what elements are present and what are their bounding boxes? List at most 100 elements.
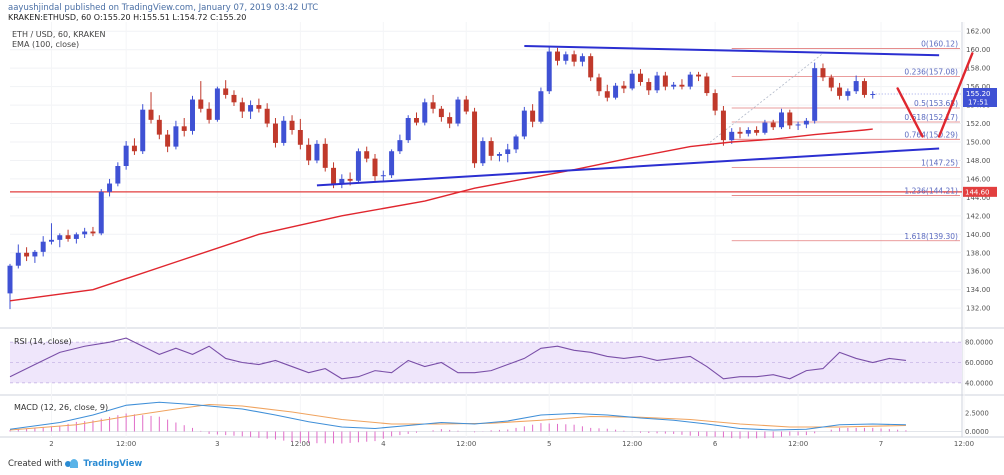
candle bbox=[248, 105, 254, 112]
candle bbox=[272, 123, 278, 143]
ema-legend: EMA (100, close) bbox=[12, 40, 80, 49]
candle bbox=[745, 130, 751, 134]
candle bbox=[496, 154, 502, 156]
candle bbox=[662, 75, 668, 87]
candle bbox=[148, 109, 154, 120]
price-tick-label: 138.00 bbox=[966, 249, 991, 257]
chart-title: ETH / USD, 60, KRAKEN bbox=[12, 30, 106, 39]
candle bbox=[73, 234, 79, 239]
price-tick-label: 148.00 bbox=[966, 157, 991, 165]
candle bbox=[364, 151, 370, 159]
candle bbox=[463, 99, 469, 112]
candle bbox=[779, 112, 784, 128]
candle bbox=[754, 130, 760, 133]
symbol-ohlc: KRAKEN:ETHUSD, 60 O:155.20 H:155.51 L:15… bbox=[8, 13, 247, 22]
candle bbox=[679, 84, 685, 87]
candle bbox=[505, 149, 511, 154]
candle bbox=[861, 81, 867, 95]
candle bbox=[637, 73, 643, 82]
candle bbox=[812, 68, 818, 121]
price-tick-label: 156.00 bbox=[966, 83, 991, 91]
price-tick-label: 158.00 bbox=[966, 65, 991, 73]
candle bbox=[720, 110, 726, 141]
candle bbox=[7, 265, 13, 294]
candle bbox=[322, 143, 328, 168]
time-tick-label: 2 bbox=[49, 440, 53, 448]
candle bbox=[239, 102, 245, 112]
time-tick-label: 7 bbox=[879, 440, 883, 448]
candle bbox=[223, 88, 229, 95]
candle bbox=[787, 112, 793, 126]
support-level-tag bbox=[963, 186, 997, 197]
candle bbox=[853, 81, 859, 92]
candle bbox=[828, 77, 834, 88]
footer: Created with TradingView bbox=[8, 459, 142, 469]
candle bbox=[173, 126, 179, 147]
candle bbox=[190, 99, 195, 131]
fib-level-label: 0(160.12) bbox=[921, 40, 958, 49]
candle bbox=[696, 74, 702, 77]
candle bbox=[15, 252, 21, 266]
candle bbox=[40, 241, 46, 252]
candle bbox=[563, 54, 569, 61]
candle bbox=[380, 175, 386, 177]
candle bbox=[289, 120, 295, 130]
candle bbox=[422, 102, 428, 123]
time-tick-label: 12:00 bbox=[456, 440, 476, 448]
candle bbox=[579, 56, 585, 62]
time-tick-label: 6 bbox=[713, 440, 718, 448]
price-tick-label: 142.00 bbox=[966, 212, 991, 220]
candle bbox=[98, 191, 104, 234]
candle bbox=[538, 91, 544, 122]
candle bbox=[596, 77, 602, 92]
tradingview-brand[interactable]: TradingView bbox=[83, 459, 143, 469]
candle bbox=[314, 143, 320, 161]
candle bbox=[472, 111, 478, 164]
rsi-tick-label: 60.0000 bbox=[965, 359, 993, 367]
annotation-stroke bbox=[896, 87, 924, 138]
trendline bbox=[316, 147, 940, 187]
candle bbox=[604, 91, 610, 98]
macd-title: MACD (12, 26, close, 9) bbox=[14, 403, 109, 412]
fib-level-label: 0.5(153.68) bbox=[914, 99, 958, 108]
candle bbox=[123, 145, 129, 166]
candle bbox=[206, 108, 212, 120]
candle bbox=[438, 108, 444, 118]
candle bbox=[48, 239, 54, 242]
candle bbox=[430, 102, 436, 109]
bar-countdown-label: 17:51 bbox=[968, 99, 988, 107]
time-tick-label: 5 bbox=[547, 440, 551, 448]
candle bbox=[687, 74, 693, 87]
fib-guide-line bbox=[706, 53, 824, 146]
candle bbox=[737, 131, 743, 134]
candle bbox=[389, 151, 395, 176]
candle bbox=[65, 235, 71, 239]
candle bbox=[57, 235, 63, 240]
candle bbox=[521, 110, 527, 137]
candle bbox=[621, 85, 627, 89]
candle bbox=[488, 141, 494, 156]
candle bbox=[654, 75, 660, 91]
time-tick-label: 12:00 bbox=[788, 440, 808, 448]
last-price-tag bbox=[963, 88, 997, 107]
price-tick-label: 144.00 bbox=[966, 194, 991, 202]
candle bbox=[372, 158, 378, 177]
fib-level-label: 1.236(144.21) bbox=[904, 186, 958, 195]
candle bbox=[613, 85, 619, 98]
candle bbox=[530, 110, 536, 122]
candle bbox=[712, 93, 718, 111]
candle bbox=[131, 145, 137, 152]
candle bbox=[405, 118, 411, 141]
candle bbox=[588, 56, 594, 78]
candle bbox=[256, 105, 262, 109]
price-tick-label: 160.00 bbox=[966, 46, 991, 54]
fib-level-label: 1(147.25) bbox=[921, 158, 958, 167]
price-tick-label: 140.00 bbox=[966, 231, 991, 239]
macd-tick-label: 0.0000 bbox=[965, 428, 989, 436]
fib-level-label: 1.618(139.30) bbox=[904, 232, 958, 241]
candle bbox=[629, 73, 635, 89]
price-tick-label: 152.00 bbox=[966, 120, 991, 128]
fib-level-label: 0.236(157.08) bbox=[904, 68, 958, 77]
